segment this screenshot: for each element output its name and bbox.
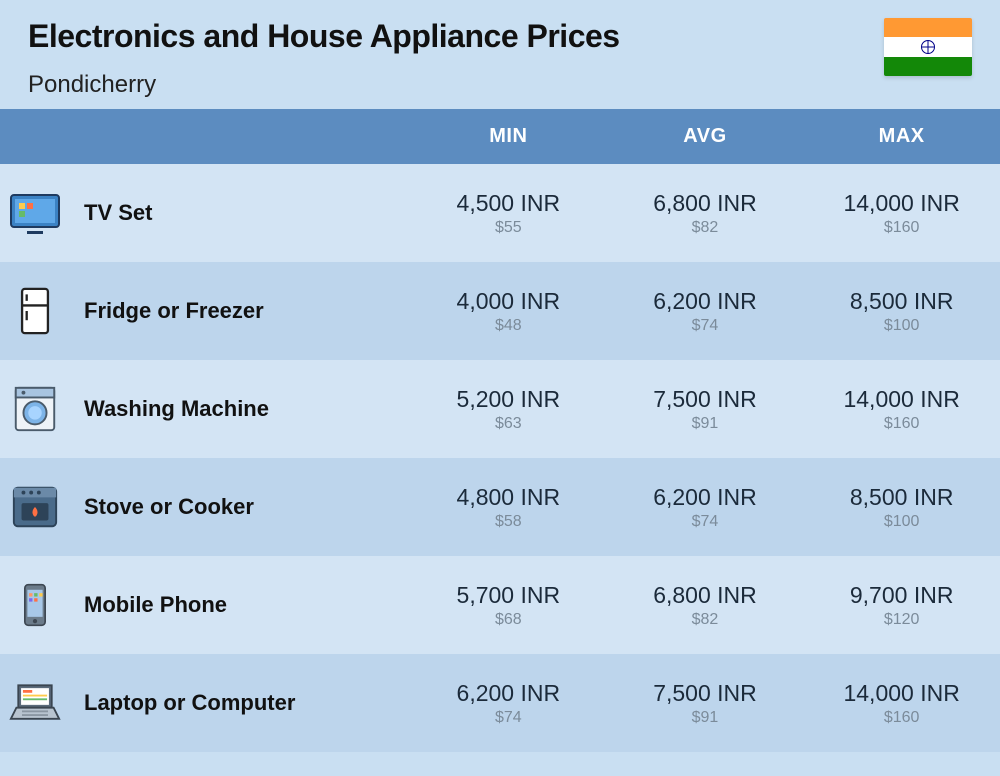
- price-usd: $82: [617, 611, 794, 629]
- cell-avg: 7,500 INR $91: [607, 654, 804, 752]
- table-row: Mobile Phone 5,700 INR $68 6,800 INR $82…: [0, 556, 1000, 654]
- cell-min: 4,000 INR $48: [410, 262, 607, 360]
- price-inr: 6,200 INR: [420, 680, 597, 707]
- row-icon-cell: [0, 360, 70, 458]
- price-usd: $74: [420, 709, 597, 727]
- table-row: TV Set 4,500 INR $55 6,800 INR $82 14,00…: [0, 164, 1000, 262]
- stove-icon: [9, 481, 61, 533]
- row-icon-cell: [0, 164, 70, 262]
- row-name: Fridge or Freezer: [70, 262, 410, 360]
- price-usd: $91: [617, 709, 794, 727]
- price-inr: 5,700 INR: [420, 582, 597, 609]
- table-row: Washing Machine 5,200 INR $63 7,500 INR …: [0, 360, 1000, 458]
- price-inr: 6,800 INR: [617, 190, 794, 217]
- price-usd: $74: [617, 317, 794, 335]
- price-inr: 6,200 INR: [617, 484, 794, 511]
- price-inr: 9,700 INR: [813, 582, 990, 609]
- price-inr: 8,500 INR: [813, 288, 990, 315]
- header-name-col: [70, 109, 410, 164]
- cell-avg: 6,800 INR $82: [607, 164, 804, 262]
- row-icon-cell: [0, 458, 70, 556]
- cell-max: 14,000 INR $160: [803, 360, 1000, 458]
- price-usd: $82: [617, 219, 794, 237]
- price-usd: $68: [420, 611, 597, 629]
- price-inr: 5,200 INR: [420, 386, 597, 413]
- row-name: TV Set: [70, 164, 410, 262]
- table-row: Laptop or Computer 6,200 INR $74 7,500 I…: [0, 654, 1000, 752]
- price-inr: 14,000 INR: [813, 386, 990, 413]
- header-avg: AVG: [607, 109, 804, 164]
- page-title: Electronics and House Appliance Prices: [28, 18, 884, 55]
- page-header: Electronics and House Appliance Prices P…: [0, 0, 1000, 109]
- header-min: MIN: [410, 109, 607, 164]
- price-inr: 7,500 INR: [617, 386, 794, 413]
- price-usd: $120: [813, 611, 990, 629]
- price-usd: $160: [813, 709, 990, 727]
- price-usd: $160: [813, 415, 990, 433]
- price-inr: 4,800 INR: [420, 484, 597, 511]
- fridge-icon: [9, 285, 61, 337]
- price-inr: 6,800 INR: [617, 582, 794, 609]
- header-text: Electronics and House Appliance Prices P…: [28, 18, 884, 99]
- row-icon-cell: [0, 654, 70, 752]
- price-inr: 14,000 INR: [813, 190, 990, 217]
- price-inr: 14,000 INR: [813, 680, 990, 707]
- header-max: MAX: [803, 109, 1000, 164]
- tv-icon: [9, 187, 61, 239]
- cell-avg: 6,200 INR $74: [607, 262, 804, 360]
- price-inr: 7,500 INR: [617, 680, 794, 707]
- price-inr: 6,200 INR: [617, 288, 794, 315]
- price-usd: $58: [420, 513, 597, 531]
- cell-min: 4,500 INR $55: [410, 164, 607, 262]
- price-usd: $160: [813, 219, 990, 237]
- price-usd: $100: [813, 513, 990, 531]
- price-usd: $100: [813, 317, 990, 335]
- row-name: Washing Machine: [70, 360, 410, 458]
- cell-max: 8,500 INR $100: [803, 458, 1000, 556]
- row-icon-cell: [0, 262, 70, 360]
- table-row: Stove or Cooker 4,800 INR $58 6,200 INR …: [0, 458, 1000, 556]
- price-usd: $74: [617, 513, 794, 531]
- price-inr: 4,000 INR: [420, 288, 597, 315]
- laptop-icon: [9, 677, 61, 729]
- price-inr: 4,500 INR: [420, 190, 597, 217]
- row-name: Mobile Phone: [70, 556, 410, 654]
- prices-table: MIN AVG MAX TV Set: [0, 109, 1000, 752]
- cell-min: 5,700 INR $68: [410, 556, 607, 654]
- table-body: TV Set 4,500 INR $55 6,800 INR $82 14,00…: [0, 164, 1000, 752]
- price-usd: $48: [420, 317, 597, 335]
- india-flag-icon: [884, 18, 972, 76]
- price-inr: 8,500 INR: [813, 484, 990, 511]
- cell-min: 5,200 INR $63: [410, 360, 607, 458]
- row-name: Stove or Cooker: [70, 458, 410, 556]
- header-icon-col: [0, 109, 70, 164]
- cell-avg: 6,800 INR $82: [607, 556, 804, 654]
- cell-min: 4,800 INR $58: [410, 458, 607, 556]
- washing-machine-icon: [9, 383, 61, 435]
- cell-avg: 7,500 INR $91: [607, 360, 804, 458]
- cell-min: 6,200 INR $74: [410, 654, 607, 752]
- table-header-row: MIN AVG MAX: [0, 109, 1000, 164]
- cell-avg: 6,200 INR $74: [607, 458, 804, 556]
- price-usd: $91: [617, 415, 794, 433]
- price-usd: $55: [420, 219, 597, 237]
- cell-max: 8,500 INR $100: [803, 262, 1000, 360]
- page-subtitle: Pondicherry: [28, 71, 884, 99]
- price-usd: $63: [420, 415, 597, 433]
- row-name: Laptop or Computer: [70, 654, 410, 752]
- cell-max: 9,700 INR $120: [803, 556, 1000, 654]
- mobile-phone-icon: [9, 579, 61, 631]
- table-row: Fridge or Freezer 4,000 INR $48 6,200 IN…: [0, 262, 1000, 360]
- cell-max: 14,000 INR $160: [803, 164, 1000, 262]
- row-icon-cell: [0, 556, 70, 654]
- cell-max: 14,000 INR $160: [803, 654, 1000, 752]
